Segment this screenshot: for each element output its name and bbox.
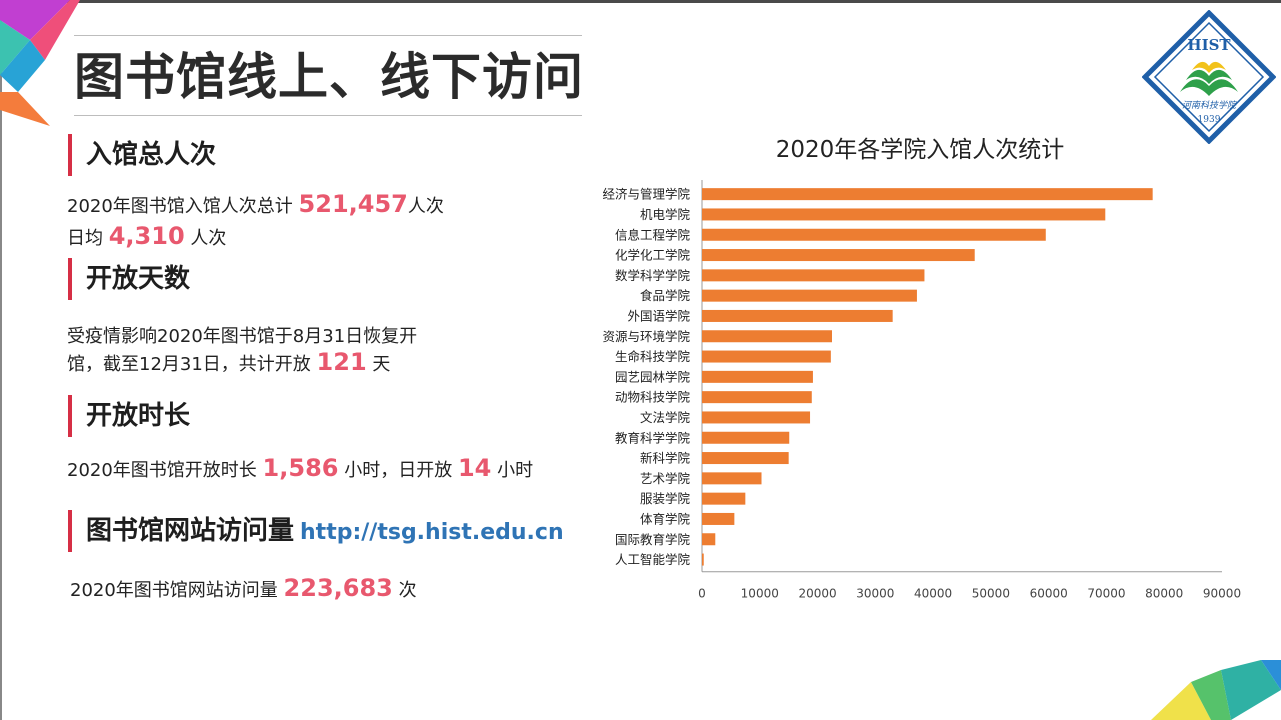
category-label: 化学化工学院 [615, 248, 691, 263]
bar [702, 188, 1153, 201]
x-tick-label: 70000 [1087, 587, 1125, 601]
open-hours-total-value: 1,586 [262, 454, 339, 482]
category-label: 服装学院 [640, 491, 691, 506]
bar [702, 330, 832, 343]
category-label: 资源与环境学院 [602, 329, 690, 344]
logo-year: 1939 [1198, 115, 1221, 125]
category-label: 艺术学院 [640, 471, 691, 486]
bar [702, 208, 1106, 221]
bar [702, 472, 762, 485]
x-tick-label: 30000 [856, 587, 894, 601]
open-days-line-2: 馆，截至12月31日，共计开放 121 天 [67, 348, 390, 376]
x-tick-label: 60000 [1030, 587, 1068, 601]
open-hours-line: 2020年图书馆开放时长 1,586 小时，日开放 14 小时 [67, 454, 533, 482]
open-hours-suffix: 小时 [497, 460, 534, 481]
x-tick-label: 80000 [1145, 587, 1183, 601]
bar [702, 309, 893, 322]
category-label: 人工智能学院 [615, 552, 691, 567]
bar [702, 249, 975, 262]
logo-top-text: HIST [1187, 36, 1231, 54]
category-label: 体育学院 [640, 511, 691, 526]
x-tick-label: 20000 [798, 587, 836, 601]
open-hours-daily-value: 14 [457, 454, 492, 482]
bar [702, 452, 789, 465]
website-visits-line: 2020年图书馆网站访问量 223,683 次 [70, 574, 417, 602]
visits-total-value: 521,457 [298, 190, 408, 218]
bar [702, 350, 831, 363]
category-label: 数学科学学院 [615, 268, 691, 283]
website-url-link[interactable]: http://tsg.hist.edu.cn [300, 520, 564, 545]
left-border [0, 0, 2, 720]
visits-bar-chart: 经济与管理学院机电学院信息工程学院化学化工学院数学科学学院食品学院外国语学院资源… [602, 180, 1241, 601]
open-hours-prefix: 2020年图书馆开放时长 [67, 460, 257, 481]
bar [702, 228, 1046, 241]
top-border [0, 0, 1281, 3]
open-days-line-1: 受疫情影响2020年图书馆于8月31日恢复开 [67, 326, 418, 347]
open-days-heading: 开放天数 [68, 258, 190, 300]
visits-total-prefix: 2020年图书馆入馆人次总计 [67, 196, 293, 217]
visits-total-suffix: 人次 [407, 196, 444, 217]
x-tick-label: 90000 [1203, 587, 1241, 601]
category-label: 教育科学学院 [615, 430, 691, 445]
website-heading-label: 图书馆网站访问量 [86, 516, 295, 546]
category-label: 国际教育学院 [615, 532, 691, 547]
category-label: 经济与管理学院 [602, 187, 690, 202]
visits-daily-value: 4,310 [108, 222, 185, 250]
bar [702, 289, 917, 302]
chart-title: 2020年各学院入馆人次统计 [775, 137, 1065, 163]
website-heading: 图书馆网站访问量 http://tsg.hist.edu.cn [68, 510, 564, 552]
visits-daily-suffix: 人次 [190, 228, 227, 249]
bar [702, 431, 790, 444]
bar [702, 553, 704, 566]
open-days-suffix: 天 [372, 354, 391, 375]
logo-name-text: 河南科技学院 [1182, 100, 1238, 111]
x-tick-label: 50000 [972, 587, 1010, 601]
x-tick-label: 40000 [914, 587, 952, 601]
bar [702, 533, 716, 546]
bar [702, 512, 735, 525]
title-rule-bottom [74, 115, 582, 116]
corner-decoration-top-left [0, 0, 80, 126]
bar [702, 391, 812, 404]
category-label: 外国语学院 [627, 308, 690, 323]
open-hours-heading: 开放时长 [68, 395, 190, 437]
open-days-prefix: 馆，截至12月31日，共计开放 [67, 354, 311, 375]
visits-total-line: 2020年图书馆入馆人次总计 521,457人次 [67, 190, 444, 218]
visits-heading: 入馆总人次 [68, 134, 216, 176]
website-visits-value: 223,683 [283, 574, 393, 602]
category-label: 新科学院 [640, 451, 691, 466]
category-label: 园艺园林学院 [615, 369, 691, 384]
category-label: 动物科技学院 [615, 390, 691, 405]
page-title: 图书馆线上、线下访问 [74, 48, 584, 106]
x-tick-label: 0 [698, 587, 706, 601]
category-label: 生命科技学院 [615, 349, 691, 364]
category-label: 信息工程学院 [615, 227, 691, 242]
bar [702, 370, 813, 383]
visits-daily-prefix: 日均 [67, 228, 103, 249]
open-hours-middle: 小时，日开放 [344, 460, 453, 481]
visits-daily-line: 日均 4,310 人次 [67, 222, 226, 250]
bar [702, 411, 811, 424]
bar [702, 269, 925, 282]
category-label: 文法学院 [640, 410, 691, 425]
website-visits-suffix: 次 [398, 580, 417, 601]
corner-decoration-bottom-right [1151, 660, 1281, 720]
category-label: 机电学院 [640, 207, 691, 222]
bar [702, 492, 746, 505]
website-visits-prefix: 2020年图书馆网站访问量 [70, 580, 278, 601]
open-days-value: 121 [316, 348, 367, 376]
title-rule-top [74, 35, 582, 36]
category-label: 食品学院 [640, 288, 691, 303]
hist-logo: HIST 河南科技学院 1939 [1142, 10, 1276, 144]
x-tick-label: 10000 [741, 587, 779, 601]
